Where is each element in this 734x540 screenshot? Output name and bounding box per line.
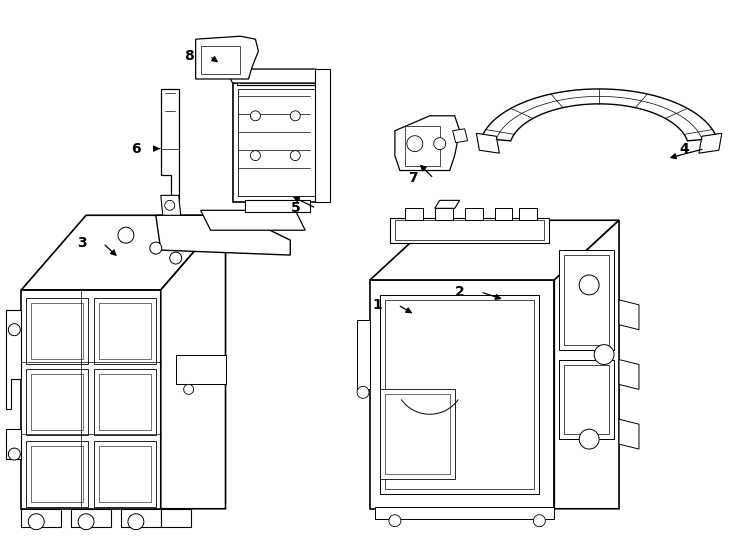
Polygon shape (520, 208, 537, 220)
Polygon shape (389, 515, 401, 526)
Polygon shape (291, 151, 300, 160)
Polygon shape (465, 208, 482, 220)
Polygon shape (238, 69, 317, 85)
Polygon shape (619, 360, 639, 389)
Polygon shape (579, 429, 599, 449)
Polygon shape (8, 448, 21, 460)
Polygon shape (29, 514, 44, 530)
Polygon shape (380, 389, 454, 479)
Polygon shape (121, 509, 161, 526)
Polygon shape (370, 280, 554, 509)
Polygon shape (32, 303, 83, 359)
Polygon shape (32, 374, 83, 430)
Polygon shape (156, 215, 290, 255)
Polygon shape (150, 242, 161, 254)
Polygon shape (407, 136, 423, 152)
Polygon shape (161, 509, 191, 526)
Polygon shape (128, 514, 144, 530)
Polygon shape (395, 116, 459, 171)
Text: 8: 8 (184, 49, 194, 63)
Polygon shape (26, 298, 88, 363)
Polygon shape (453, 129, 468, 143)
Polygon shape (7, 429, 21, 459)
Polygon shape (405, 126, 440, 166)
Polygon shape (184, 384, 194, 394)
Polygon shape (435, 208, 453, 220)
Polygon shape (225, 69, 322, 83)
Text: 4: 4 (679, 141, 688, 156)
Polygon shape (619, 300, 639, 330)
Polygon shape (94, 441, 156, 507)
Polygon shape (250, 111, 261, 121)
Polygon shape (170, 252, 182, 264)
Polygon shape (118, 227, 134, 243)
Polygon shape (245, 200, 310, 212)
Polygon shape (291, 111, 300, 121)
Polygon shape (395, 220, 545, 240)
Polygon shape (239, 89, 316, 197)
Polygon shape (241, 73, 314, 83)
Polygon shape (26, 369, 88, 435)
Polygon shape (21, 215, 225, 290)
Polygon shape (385, 394, 450, 474)
Polygon shape (559, 360, 614, 439)
Polygon shape (385, 300, 534, 489)
Polygon shape (554, 220, 619, 509)
Polygon shape (196, 36, 258, 79)
Polygon shape (534, 515, 545, 526)
Polygon shape (99, 446, 150, 502)
Polygon shape (564, 364, 609, 434)
Polygon shape (380, 295, 539, 494)
Text: 3: 3 (78, 236, 87, 250)
Polygon shape (200, 46, 241, 74)
Polygon shape (390, 218, 549, 243)
Polygon shape (250, 151, 261, 160)
Polygon shape (161, 89, 178, 200)
Polygon shape (78, 514, 94, 530)
Polygon shape (699, 133, 722, 153)
Polygon shape (21, 290, 161, 509)
Text: 6: 6 (131, 141, 141, 156)
Polygon shape (71, 509, 111, 526)
Polygon shape (495, 208, 512, 220)
Polygon shape (32, 446, 83, 502)
Polygon shape (357, 387, 369, 399)
Polygon shape (564, 255, 609, 345)
Polygon shape (94, 369, 156, 435)
Polygon shape (200, 210, 305, 230)
Polygon shape (315, 69, 330, 202)
Polygon shape (594, 345, 614, 364)
Polygon shape (99, 303, 150, 359)
Polygon shape (94, 298, 156, 363)
Polygon shape (161, 215, 225, 509)
Polygon shape (175, 355, 225, 384)
Polygon shape (375, 507, 554, 519)
Polygon shape (405, 208, 423, 220)
Text: 1: 1 (372, 298, 382, 312)
Text: 5: 5 (291, 201, 300, 215)
Polygon shape (161, 195, 181, 215)
Polygon shape (233, 83, 322, 202)
Polygon shape (370, 220, 619, 280)
Polygon shape (165, 200, 175, 210)
Polygon shape (482, 89, 717, 141)
Text: 7: 7 (408, 172, 418, 185)
Polygon shape (619, 419, 639, 449)
Polygon shape (21, 509, 61, 526)
Polygon shape (7, 310, 21, 409)
Polygon shape (99, 374, 150, 430)
Polygon shape (26, 441, 88, 507)
Text: 2: 2 (455, 285, 465, 299)
Polygon shape (357, 320, 370, 389)
Polygon shape (559, 250, 614, 349)
Polygon shape (8, 323, 21, 336)
Polygon shape (434, 138, 446, 150)
Polygon shape (435, 200, 459, 208)
Polygon shape (476, 133, 499, 153)
Polygon shape (579, 275, 599, 295)
